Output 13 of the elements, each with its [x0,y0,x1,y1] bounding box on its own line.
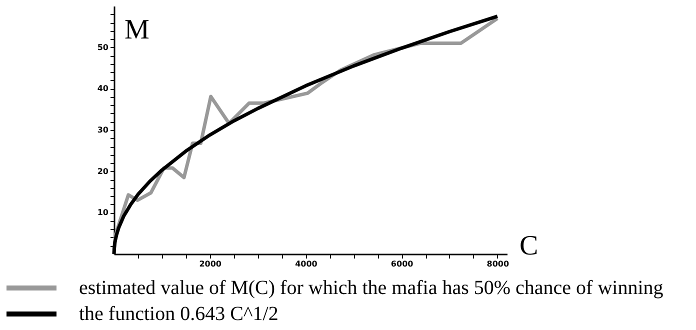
y-tick-label: 20 [97,166,109,176]
x-tick-label: 4000 [295,260,318,268]
legend-label: estimated value of M(C) for which the mafia has 50% chance of winning [79,277,664,299]
x-tick-label: 8000 [486,260,510,268]
y-tick-label: 50 [97,42,109,52]
x-tick-label: 6000 [390,260,414,268]
x-tick-label: 2000 [199,260,222,268]
y-tick-label: 10 [97,208,109,218]
y-axis-title: M [124,14,150,46]
x-axis-title: C [520,230,538,262]
y-tick-label: 40 [97,84,109,94]
legend-label: the function 0.643 C^1/2 [79,303,278,325]
y-tick-label: 30 [97,126,109,134]
